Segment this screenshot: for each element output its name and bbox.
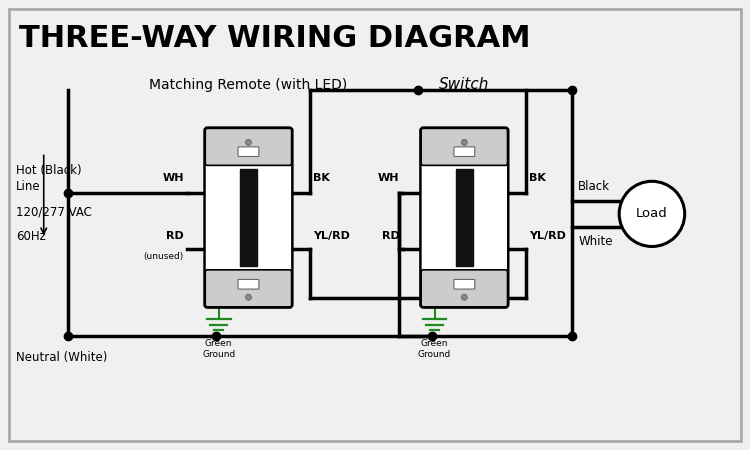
Text: Neutral (White): Neutral (White)	[16, 351, 107, 364]
Circle shape	[245, 294, 251, 300]
Text: RD: RD	[382, 231, 400, 241]
Text: Load: Load	[636, 207, 668, 220]
FancyBboxPatch shape	[205, 128, 292, 308]
Text: RD: RD	[166, 231, 184, 241]
Circle shape	[620, 181, 685, 247]
FancyBboxPatch shape	[422, 270, 508, 307]
FancyBboxPatch shape	[238, 147, 259, 157]
Text: Line: Line	[16, 180, 40, 193]
Text: YL/RD: YL/RD	[314, 231, 350, 241]
FancyBboxPatch shape	[206, 270, 292, 307]
Text: Green
Ground: Green Ground	[418, 339, 452, 359]
Text: BK: BK	[529, 173, 546, 183]
Circle shape	[245, 140, 251, 145]
Circle shape	[461, 294, 467, 300]
Text: Matching Remote (with LED): Matching Remote (with LED)	[149, 78, 347, 92]
Text: White: White	[578, 234, 613, 248]
Bar	[240, 169, 256, 266]
Text: Green
Ground: Green Ground	[202, 339, 236, 359]
Text: Black: Black	[578, 180, 610, 193]
FancyBboxPatch shape	[454, 147, 475, 157]
FancyBboxPatch shape	[238, 279, 259, 289]
Text: YL/RD: YL/RD	[529, 231, 566, 241]
FancyBboxPatch shape	[421, 128, 509, 308]
Bar	[456, 169, 472, 266]
Text: Switch: Switch	[440, 77, 490, 92]
FancyBboxPatch shape	[422, 128, 508, 165]
Circle shape	[461, 140, 467, 145]
Text: (unused): (unused)	[143, 252, 184, 261]
Text: WH: WH	[378, 173, 400, 183]
FancyBboxPatch shape	[206, 128, 292, 165]
Text: 60Hz: 60Hz	[16, 230, 46, 243]
Text: Hot (Black): Hot (Black)	[16, 164, 82, 177]
Text: THREE-WAY WIRING DIAGRAM: THREE-WAY WIRING DIAGRAM	[20, 23, 531, 53]
Text: BK: BK	[314, 173, 330, 183]
Text: WH: WH	[162, 173, 184, 183]
Text: 120/277 VAC: 120/277 VAC	[16, 205, 92, 218]
FancyBboxPatch shape	[454, 279, 475, 289]
